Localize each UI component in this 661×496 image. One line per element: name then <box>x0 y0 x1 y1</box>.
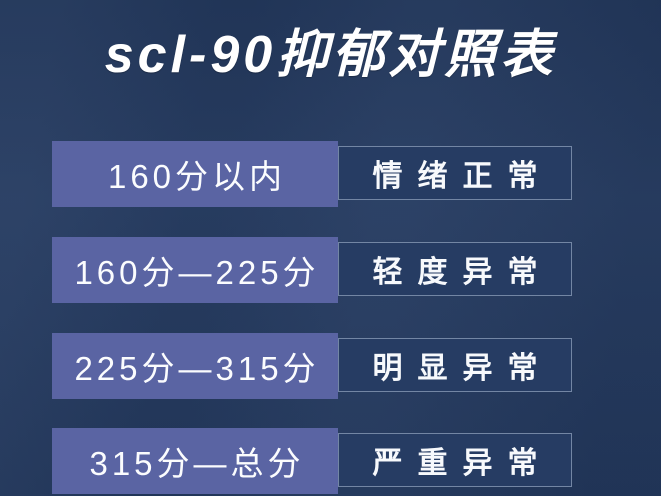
table-row: 160分以内 情绪正常 <box>0 141 661 207</box>
score-range-text: 315分—总分 <box>89 445 305 482</box>
score-range-cell: 160分—225分 <box>52 237 338 303</box>
status-cell: 情绪正常 <box>338 146 572 200</box>
table-row: 225分—315分 明显异常 <box>0 333 661 399</box>
status-cell: 明显异常 <box>338 338 572 392</box>
score-range-cell: 160分以内 <box>52 141 338 207</box>
score-range-text: 225分—315分 <box>74 350 320 387</box>
status-cell: 轻度异常 <box>338 242 572 296</box>
score-range-text: 160分—225分 <box>74 254 320 291</box>
score-range-text: 160分以内 <box>107 158 287 195</box>
status-text: 明显异常 <box>372 352 553 385</box>
status-text: 轻度异常 <box>372 256 553 289</box>
status-text: 严重异常 <box>372 447 553 480</box>
status-cell: 严重异常 <box>338 433 572 487</box>
table-row: 315分—总分 严重异常 <box>0 428 661 494</box>
table-row: 160分—225分 轻度异常 <box>0 237 661 303</box>
score-range-cell: 225分—315分 <box>52 333 338 399</box>
status-text: 情绪正常 <box>372 160 553 193</box>
page-title: scl-90抑郁对照表 <box>104 26 557 84</box>
score-range-cell: 315分—总分 <box>52 428 338 494</box>
